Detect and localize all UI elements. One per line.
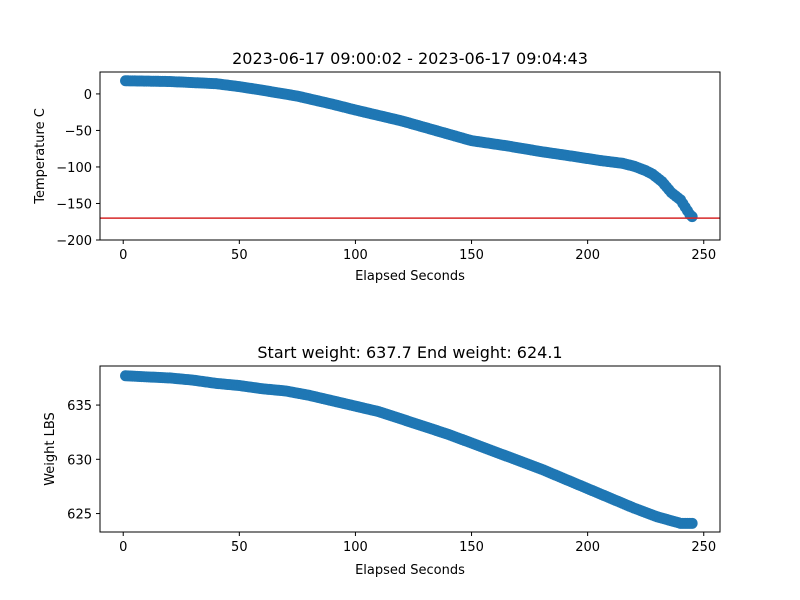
weight-x-tick-label: 100 xyxy=(343,540,368,555)
temperature-x-axis-label: Elapsed Seconds xyxy=(355,269,465,284)
weight-y-ticks: 625 630 635 xyxy=(67,399,100,523)
weight-x-axis-label: Elapsed Seconds xyxy=(355,563,465,578)
weight-plot-title: Start weight: 637.7 End weight: 624.1 xyxy=(257,343,562,362)
temperature-y-axis-label: Temperature C xyxy=(33,108,48,205)
weight-plot: Start weight: 637.7 End weight: 624.1 0 5… xyxy=(43,343,721,578)
temperature-y-ticks: 0 −50 −100 −150 −200 xyxy=(56,88,100,249)
weight-y-axis-label: Weight LBS xyxy=(43,412,58,486)
temperature-x-tick-label: 250 xyxy=(691,248,716,263)
temperature-plot-frame xyxy=(99,71,721,241)
weight-x-ticks: 0 50 100 150 200 250 xyxy=(119,532,716,555)
weight-y-tick-label: 630 xyxy=(67,453,92,468)
weight-x-tick-label: 50 xyxy=(231,540,248,555)
temperature-x-ticks: 0 50 100 150 200 250 xyxy=(119,240,716,263)
temperature-plot-title: 2023-06-17 09:00:02 - 2023-06-17 09:04:4… xyxy=(232,49,588,68)
weight-data-point xyxy=(686,517,698,529)
temperature-y-tick-label: −150 xyxy=(56,197,92,212)
temperature-x-tick-label: 50 xyxy=(231,248,248,263)
weight-x-tick-label: 200 xyxy=(575,540,600,555)
weight-y-tick-label: 635 xyxy=(67,399,92,414)
weight-x-tick-label: 150 xyxy=(459,540,484,555)
temperature-data-point xyxy=(686,211,698,223)
temperature-y-tick-label: −200 xyxy=(56,234,92,249)
weight-y-tick-label: 625 xyxy=(67,508,92,523)
temperature-x-tick-label: 100 xyxy=(343,248,368,263)
temperature-x-tick-label: 150 xyxy=(459,248,484,263)
temperature-points xyxy=(120,75,698,223)
temperature-y-tick-label: −50 xyxy=(65,124,92,139)
weight-points xyxy=(120,370,698,529)
temperature-x-tick-label: 200 xyxy=(575,248,600,263)
temperature-y-tick-label: −100 xyxy=(56,161,92,176)
temperature-x-tick-label: 0 xyxy=(119,248,127,263)
temperature-y-tick-label: 0 xyxy=(84,88,92,103)
weight-plot-frame xyxy=(99,365,721,533)
weight-x-tick-label: 0 xyxy=(119,540,127,555)
temperature-plot: 2023-06-17 09:00:02 - 2023-06-17 09:04:4… xyxy=(33,49,721,284)
weight-x-tick-label: 250 xyxy=(691,540,716,555)
